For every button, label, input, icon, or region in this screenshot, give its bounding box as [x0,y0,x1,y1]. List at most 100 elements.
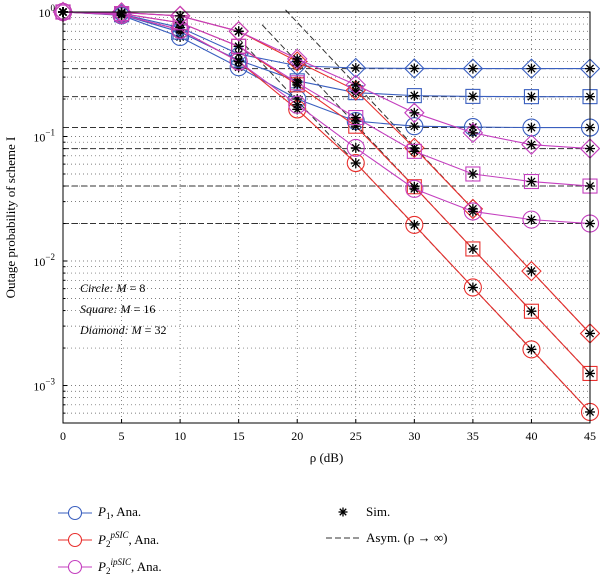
marker-square [523,89,539,105]
series-P1-M8 [53,2,600,137]
annotation-diamond: Diamond: M = 32 [79,323,166,337]
marker-diamond [111,2,132,23]
marker-diamond [286,48,308,70]
asymptote-lines [63,9,591,413]
marker-sim-star [409,63,420,74]
marker-sim-star [350,62,361,73]
marker-diamond [228,21,249,42]
series-ipSIC-M32 [52,1,600,159]
marker-circle [522,210,541,229]
marker-sim-star [526,306,537,317]
y-tick-label: 10−2 [33,252,55,269]
plot-frame [62,11,591,424]
marker-circle [405,215,424,234]
x-tick-label: 15 [233,429,245,443]
marker-diamond [345,57,367,79]
x-tick-label: 45 [584,429,596,443]
marker-sim-star [116,7,127,18]
marker-diamond [521,134,542,155]
marker-square [523,303,539,319]
x-tick-label: 35 [467,429,479,443]
x-tick-label: 20 [291,429,303,443]
marker-sim-star [526,214,537,225]
marker-sim-star [233,41,244,52]
marker-circle [522,118,541,137]
marker-diamond [462,58,484,79]
marker-circle [346,154,365,173]
marker-sim-star [526,91,537,102]
series-line [62,11,591,187]
marker-sim-star [467,127,478,138]
marker-circle [463,202,482,221]
marker-diamond [521,260,542,282]
marker-sim-star [292,77,303,88]
marker-sim-star [175,10,186,21]
marker-square [348,109,364,126]
x-tick-label: 0 [60,429,66,443]
marker-diamond [462,122,484,144]
marker-circle [522,340,541,359]
marker-circle [463,278,482,297]
marker-square [289,75,305,91]
axis-ticks: 0 5 10 15 20 25 30 35 40 45 100 10−1 10−2 10−3 [33,3,596,443]
marker-circle [405,179,424,198]
marker-sim-star [350,112,361,123]
annotation-square: Square: M = 16 [80,302,155,316]
marker-square [114,6,130,22]
y-axis-label: Outage probability of scheme I [3,137,18,299]
marker-diamond [345,74,367,96]
x-tick-label: 25 [350,429,362,443]
marker-sim-star [526,176,537,187]
y-tick-label: 100 [39,3,56,20]
marker-diamond [286,51,308,72]
marker-sim-star [526,344,537,355]
marker-sim-star [409,90,420,101]
series-line [62,11,590,98]
marker-sim-star [467,168,478,179]
x-tick-label: 5 [119,429,125,443]
marker-sim-star [409,146,420,157]
marker-diamond [169,5,191,27]
series-ipSIC-M8 [53,2,600,233]
marker-sim-star [233,26,244,37]
marker-square [465,241,481,257]
marker-square [465,88,481,104]
series-pSIC-M8 [53,2,600,422]
marker-sim-star [350,121,361,132]
series-line [62,11,591,374]
marker-sim-star [526,63,537,74]
marker-sim-star [467,243,478,254]
series-group [52,1,600,422]
x-tick-label: 30 [408,429,420,443]
marker-sim-star [409,121,420,132]
marker-square [231,38,247,54]
marker-sim-star [409,107,420,118]
x-tick-label: 40 [525,429,537,443]
marker-circle [346,138,365,157]
marker-sim-star [350,158,361,169]
grid [63,12,590,424]
annotation-circle: Circle: M = 8 [80,281,145,295]
marker-circle [288,95,307,114]
marker-annotation: Circle: M = 8 Square: M = 16 Diamond: M = … [79,281,166,337]
marker-sim-star [233,56,244,67]
marker-sim-star [526,139,537,150]
series-P1-M16 [55,4,598,105]
marker-sim-star [350,142,361,153]
marker-sim-star [409,183,420,194]
series-line [62,11,590,70]
y-tick-label: 10−3 [33,377,55,394]
series-line [62,11,590,129]
marker-square [465,166,481,182]
series-line [62,11,591,150]
marker-square [406,143,422,159]
marker-sim-star [526,122,537,133]
y-tick-label: 10−1 [33,128,55,145]
marker-sim-star [292,99,303,110]
marker-square [523,173,539,190]
marker-diamond [521,58,542,79]
marker-diamond [345,80,367,101]
marker-diamond [404,102,425,124]
marker-sim-star [467,63,478,74]
